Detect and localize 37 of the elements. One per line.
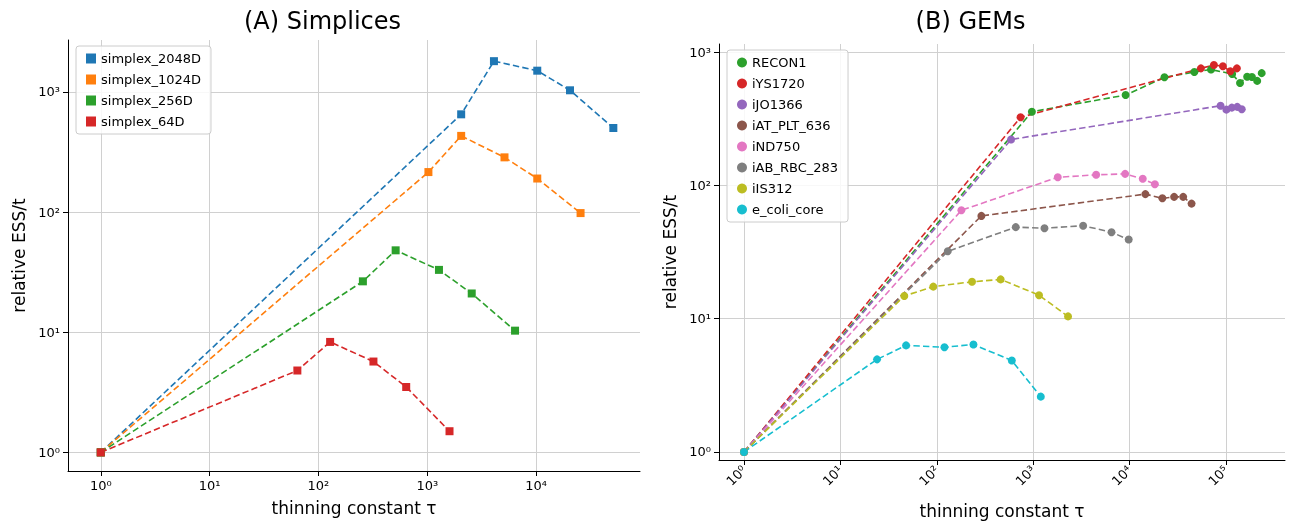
legend-label: e_coli_core <box>752 202 824 217</box>
y-tick-label: 10³ <box>38 84 60 100</box>
chart-title: (A) Simplices <box>243 7 402 35</box>
x-tick-label: 10² <box>307 478 330 493</box>
x-axis-title: thinning constant τ <box>271 497 437 518</box>
y-axis-title: relative ESS/t <box>659 194 680 310</box>
x-tick-label: 10⁴ <box>525 478 548 493</box>
x-tick-label: 10¹ <box>819 462 846 489</box>
legend-label: iYS1720 <box>752 76 805 91</box>
x-tick-label: 10⁰ <box>723 462 750 489</box>
y-tick-label: 10¹ <box>38 324 60 340</box>
x-tick-label: 10¹ <box>198 478 221 493</box>
y-tick-label: 10¹ <box>689 311 711 327</box>
legend-label: iJO1366 <box>752 97 803 112</box>
x-tick-label: 10³ <box>416 478 439 493</box>
legend-label: iAT_PLT_636 <box>752 118 831 133</box>
legend-label: simplex_2048D <box>101 51 201 66</box>
chart-title: (B) GEMs <box>915 7 1026 35</box>
x-tick-label: 10² <box>916 462 943 489</box>
y-tick-label: 10² <box>38 204 60 220</box>
x-tick-label: 10⁰ <box>89 478 112 493</box>
legend-label: simplex_256D <box>101 93 193 108</box>
x-tick-label: 10⁴ <box>1108 462 1135 489</box>
y-tick-label: 10⁰ <box>689 444 711 460</box>
legend-label: simplex_64D <box>101 114 185 129</box>
legend-label: RECON1 <box>752 55 807 70</box>
x-tick-label: 10⁵ <box>1205 462 1232 489</box>
legend-label: iND750 <box>752 139 801 154</box>
y-axis-title: relative ESS/t <box>8 198 29 313</box>
y-tick-label: 10² <box>689 177 711 193</box>
y-tick-label: 10³ <box>689 44 711 60</box>
x-axis-title: thinning constant τ <box>919 500 1085 521</box>
x-tick-label: 10³ <box>1012 462 1039 489</box>
y-tick-label: 10⁰ <box>38 444 60 460</box>
legend-label: iIS312 <box>752 181 793 196</box>
legend-label: iAB_RBC_283 <box>752 160 839 175</box>
legend-label: simplex_1024D <box>101 72 201 87</box>
